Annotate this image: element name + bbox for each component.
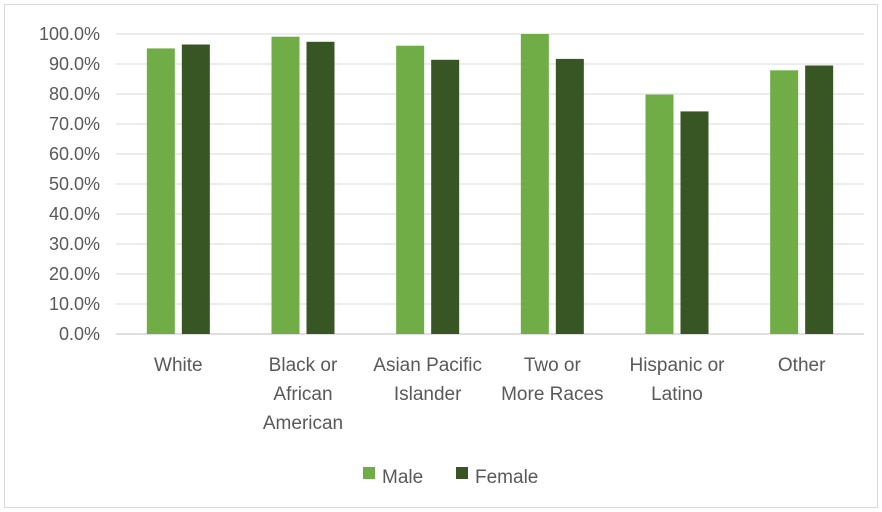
gridlines — [116, 33, 864, 335]
x-category-label-line: More Races — [501, 384, 603, 405]
bar-female — [181, 44, 210, 334]
bar-female — [805, 65, 834, 334]
x-category-label: Other — [778, 355, 826, 376]
y-tick-label: 40.0% — [49, 204, 100, 224]
x-category-label: Two or More Races — [501, 355, 603, 405]
y-tick-label: 0.0% — [59, 324, 100, 344]
x-category-label-line: Islander — [394, 384, 462, 405]
legend: Male Female — [363, 467, 538, 488]
y-tick-label: 60.0% — [49, 144, 100, 164]
x-axis-labels: White Black or African American Asian Pacifi… — [154, 355, 826, 434]
bar-male — [520, 34, 549, 334]
x-category-label-line: American — [263, 413, 343, 434]
bars — [146, 34, 834, 335]
legend-label-male: Male — [382, 467, 423, 488]
legend-swatch-male — [363, 467, 375, 479]
y-tick-label: 10.0% — [49, 294, 100, 314]
x-category-label-line: White — [154, 355, 203, 376]
x-category-label-line: Latino — [651, 384, 703, 405]
bar-female — [555, 58, 584, 335]
x-category-label-line: Asian Pacific — [373, 355, 482, 376]
x-category-label-line: Hispanic or — [629, 355, 725, 376]
bar-male — [396, 45, 425, 334]
x-category-label-line: Other — [778, 355, 826, 376]
y-tick-label: 90.0% — [49, 54, 100, 74]
legend-swatch-female — [456, 467, 468, 479]
bar-female — [306, 41, 335, 335]
y-axis-ticks: 0.0% 10.0% 20.0% 30.0% 40.0% 50.0% 60.0% 70.0% 8… — [39, 24, 100, 344]
y-tick-label: 70.0% — [49, 114, 100, 134]
bar-female — [431, 59, 460, 335]
legend-label-female: Female — [475, 467, 538, 488]
x-category-label-line: Black or — [269, 355, 338, 376]
y-tick-label: 80.0% — [49, 84, 100, 104]
y-tick-label: 20.0% — [49, 264, 100, 284]
x-category-label: Asian Pacific Islander — [373, 355, 482, 405]
bar-male — [645, 94, 674, 334]
bar-male — [146, 48, 175, 335]
x-category-label: White — [154, 355, 203, 376]
bar-female — [680, 111, 709, 335]
x-category-label-line: Two or — [524, 355, 582, 376]
y-tick-label: 50.0% — [49, 174, 100, 194]
bar-male — [271, 36, 300, 334]
y-tick-label: 30.0% — [49, 234, 100, 254]
bar-male — [770, 70, 799, 335]
x-category-label-line: African — [273, 384, 332, 405]
x-category-label: Hispanic or Latino — [629, 355, 725, 405]
x-category-label: Black or African American — [263, 355, 343, 434]
y-tick-label: 100.0% — [39, 24, 100, 44]
